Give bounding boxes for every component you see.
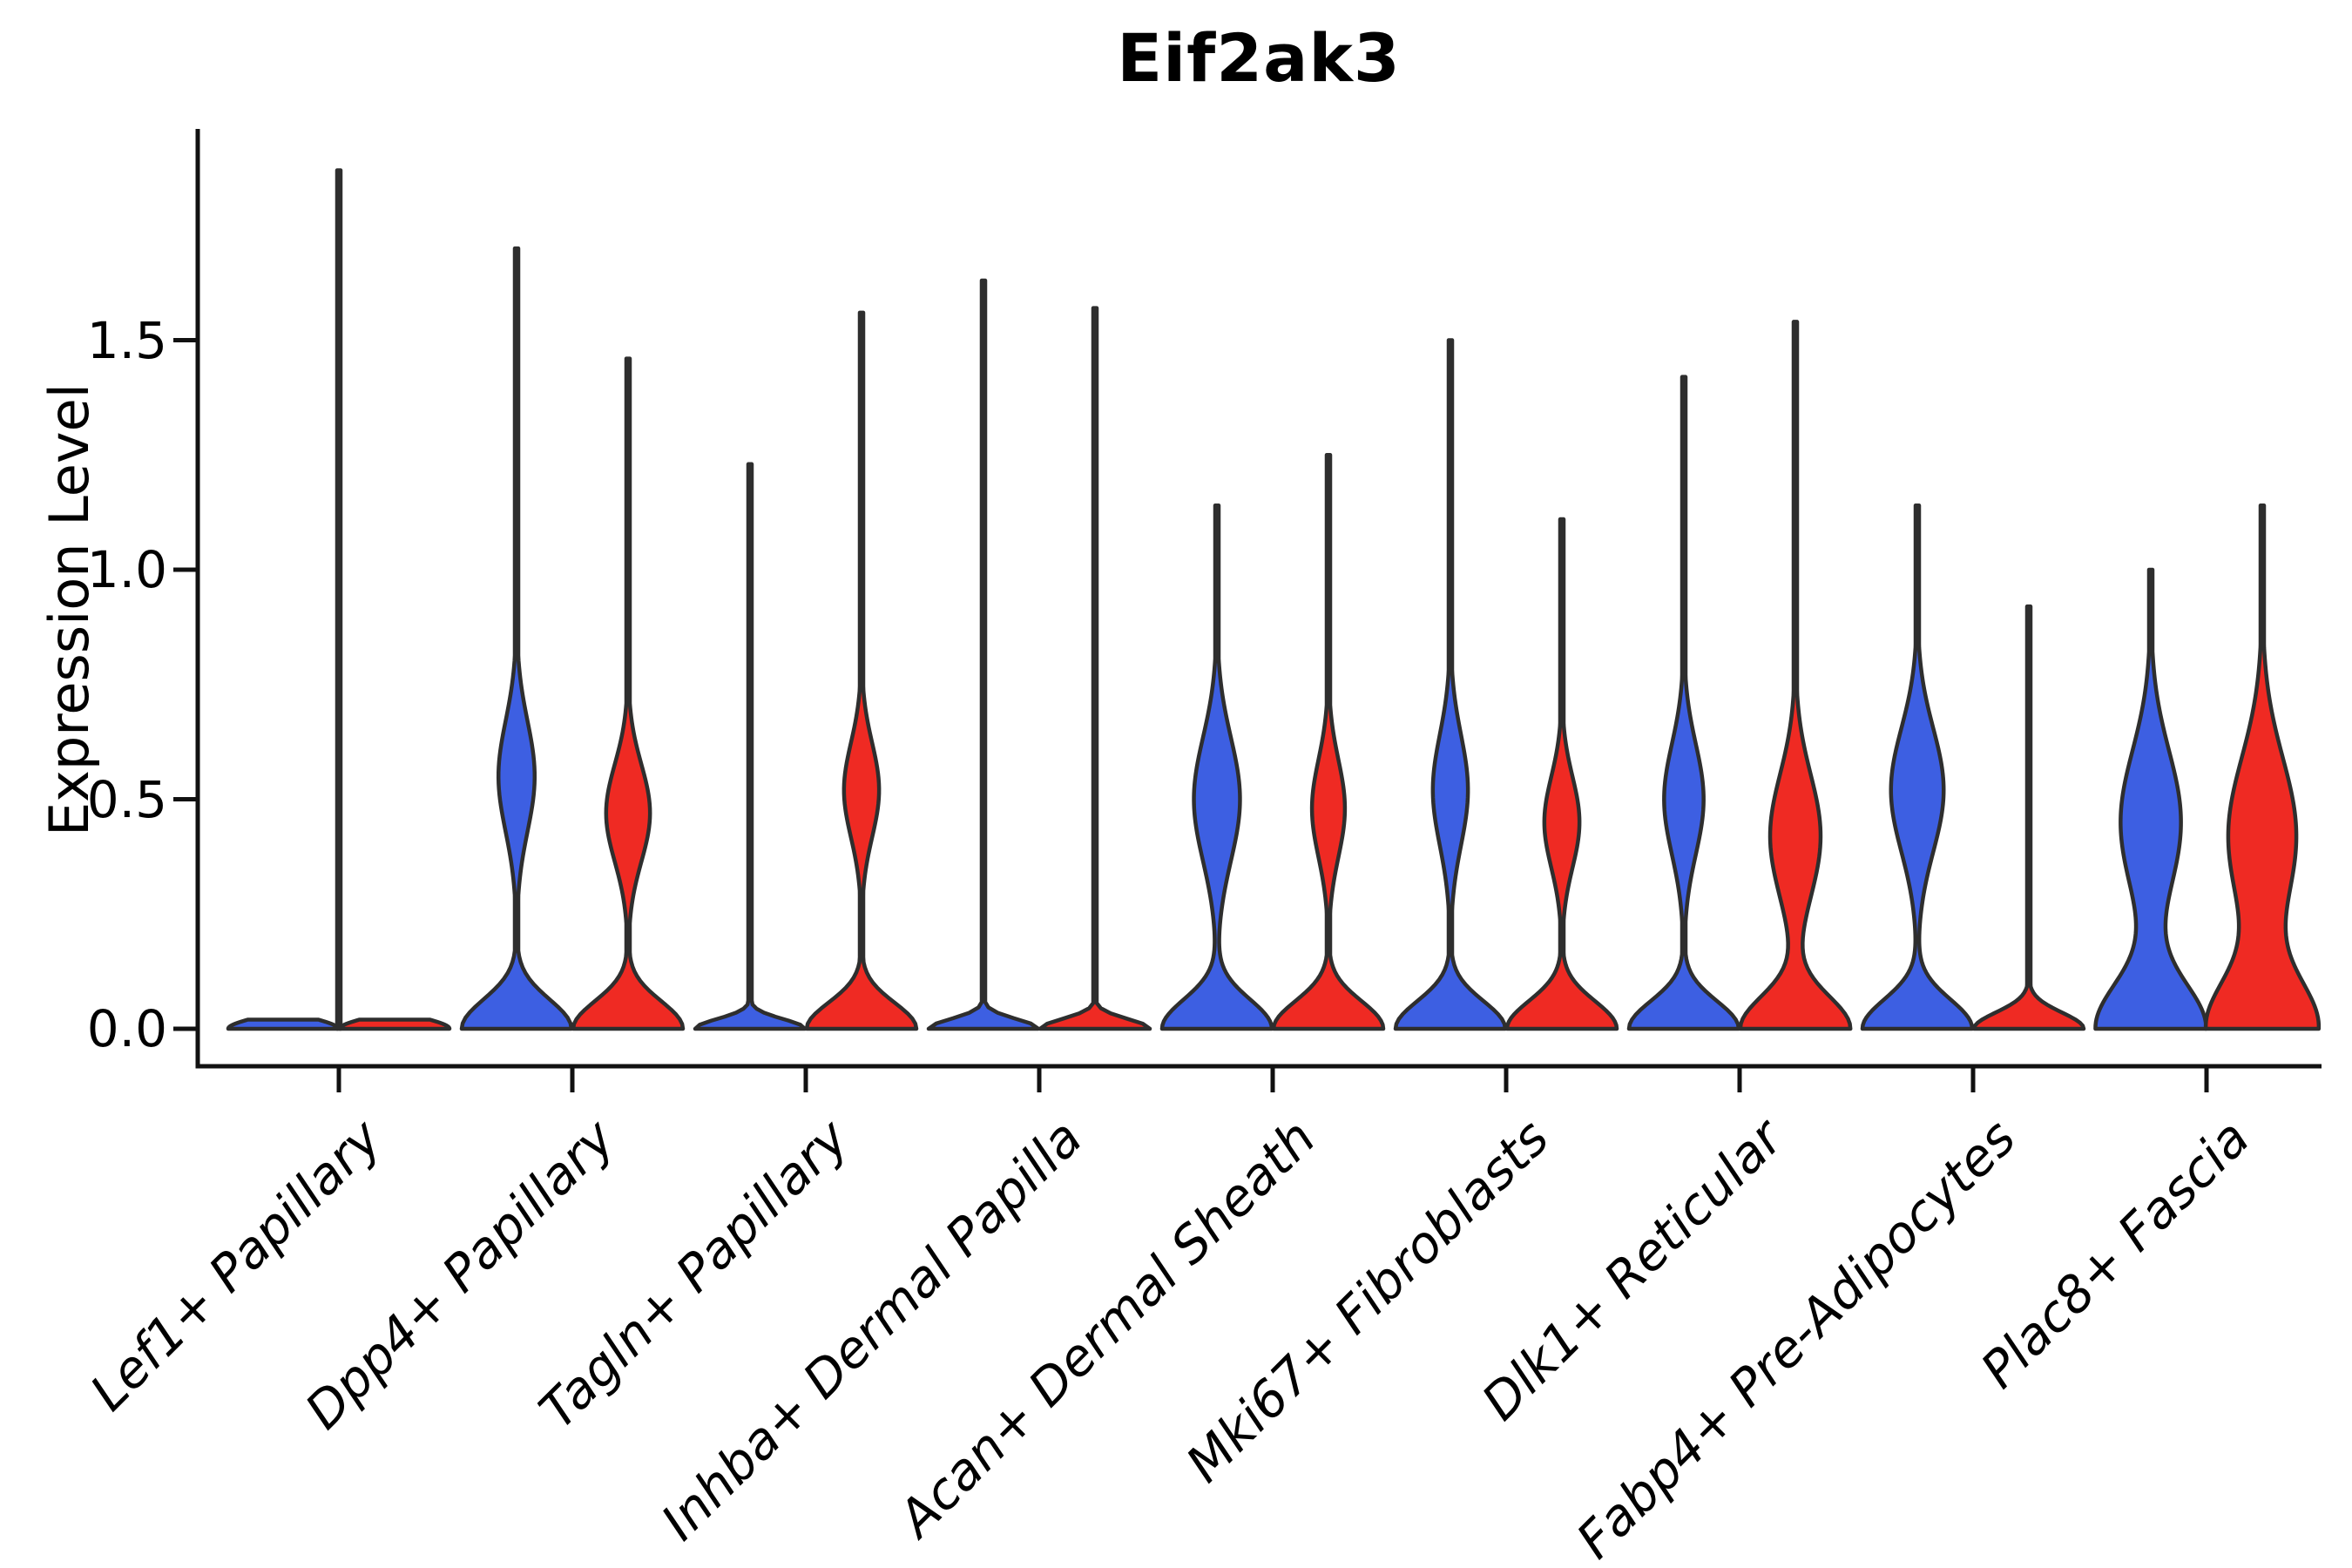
violin-acan-left [1159,503,1274,1031]
violin-lef1-left [226,1017,341,1031]
y-tick-label: 1.0 [86,540,167,599]
chart-title: Eif2ak3 [1117,19,1401,97]
violin-mki67-right [1504,517,1619,1031]
violin-fabp4-left [1860,503,1975,1031]
y-tick-label: 0.5 [86,769,167,829]
violin-tagln-left [693,462,808,1031]
violin-dlk1-left [1626,375,1741,1031]
violin-lef1-right [337,1017,452,1031]
violin-acan-right [1271,453,1386,1031]
violin-mki67-left [1393,338,1508,1031]
violin-inhba-right [1037,306,1152,1031]
violin-plac8-left [2093,567,2208,1031]
violin-inhba-left [926,278,1041,1031]
violin-dpp4-left [459,246,574,1031]
violin-dpp4-right [571,356,686,1031]
violin-tagln-right [804,310,919,1031]
violin-plac8-right [2203,503,2322,1031]
y-tick-label: 0.0 [86,999,167,1058]
y-tick-label: 1.5 [86,310,167,370]
violin-fabp4-right [1971,604,2086,1031]
violin-lef1-center [335,168,343,1031]
violin-dlk1-right [1738,320,1853,1031]
